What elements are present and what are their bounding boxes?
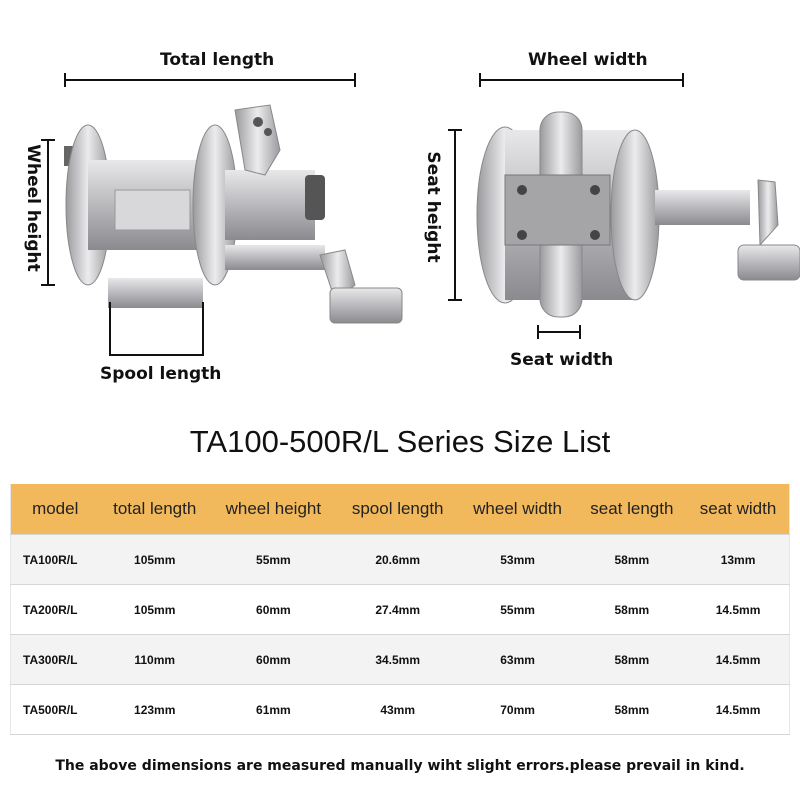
table-cell: 61mm [209, 684, 337, 735]
col-header: wheel height [209, 484, 337, 535]
col-header: seat width [687, 484, 790, 535]
table-cell: 60mm [209, 584, 337, 635]
spool-length-label: Spool length [100, 364, 222, 384]
table-cell: TA200R/L [10, 584, 100, 635]
footer-note: The above dimensions are measured manual… [55, 758, 745, 774]
table-cell: TA100R/L [10, 534, 100, 585]
table-cell: 34.5mm [336, 634, 459, 685]
table-cell: 20.6mm [336, 534, 459, 585]
table-cell: 63mm [458, 634, 577, 685]
total-length-label: Total length [160, 50, 275, 70]
table-row: TA300R/L 110mm 60mm 34.5mm 63mm 58mm 14.5mm [10, 634, 790, 685]
table-cell: 58mm [576, 634, 688, 685]
table-header-row: model total length wheel height spool le… [10, 484, 790, 535]
table-cell: 105mm [99, 584, 210, 635]
table-cell: 60mm [209, 634, 337, 685]
table-cell: 14.5mm [687, 584, 790, 635]
wheel-height-label: Wheel height [23, 144, 43, 272]
col-header: seat length [576, 484, 688, 535]
table-cell: 58mm [576, 684, 688, 735]
table-cell: 27.4mm [336, 584, 459, 635]
dimension-lines [41, 73, 684, 356]
table-cell: 14.5mm [687, 684, 790, 735]
col-header: wheel width [458, 484, 577, 535]
table-cell: 58mm [576, 534, 688, 585]
reel-front-view [476, 111, 800, 318]
table-cell: 58mm [576, 584, 688, 635]
seat-height-label: Seat height [423, 151, 443, 263]
size-table: model total length wheel height spool le… [10, 484, 790, 735]
table-cell: 13mm [687, 534, 790, 585]
table-cell: TA500R/L [10, 684, 100, 735]
seat-width-label: Seat width [510, 350, 614, 370]
table-cell: TA300R/L [10, 634, 100, 685]
page-title: TA100-500R/L Series Size List [189, 424, 611, 459]
table-cell: 123mm [99, 684, 210, 735]
table-row: TA100R/L 105mm 55mm 20.6mm 53mm 58mm 13mm [10, 534, 790, 585]
col-header: total length [99, 484, 210, 535]
reel-side-view [64, 104, 403, 324]
table-cell: 53mm [458, 534, 577, 585]
wheel-width-label: Wheel width [528, 50, 648, 70]
col-header: model [10, 484, 100, 535]
table-cell: 14.5mm [687, 634, 790, 685]
table-cell: 110mm [99, 634, 210, 685]
table-cell: 105mm [99, 534, 210, 585]
table-cell: 70mm [458, 684, 577, 735]
table-row: TA200R/L 105mm 60mm 27.4mm 55mm 58mm 14.5mm [10, 584, 790, 635]
table-cell: 55mm [209, 534, 337, 585]
table-cell: 55mm [458, 584, 577, 635]
table-cell: 43mm [336, 684, 459, 735]
reel-diagram [41, 73, 800, 356]
table-row: TA500R/L 123mm 61mm 43mm 70mm 58mm 14.5mm [10, 684, 790, 735]
col-header: spool length [336, 484, 459, 535]
